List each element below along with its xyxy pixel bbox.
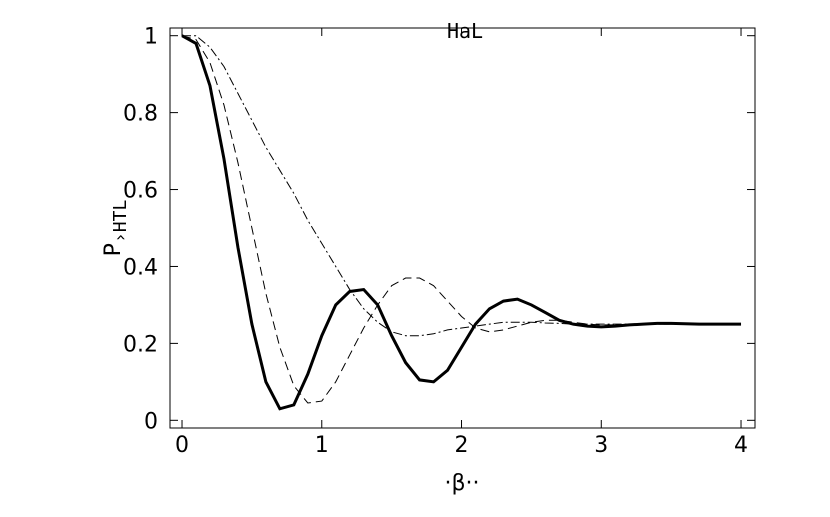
x-tick-label: 0	[175, 433, 189, 458]
y-tick-label: 0.8	[123, 102, 158, 127]
y-label-main: P	[101, 243, 126, 256]
x-axis-label: ·β··	[444, 471, 479, 496]
y-tick-label: 0.4	[123, 255, 158, 280]
y-tick-label: 0.2	[123, 332, 158, 357]
y-axis-label: P›HTL	[101, 200, 131, 257]
x-tick-label: 1	[315, 433, 329, 458]
y-label-sub: ›HTL	[110, 200, 131, 244]
y-tick-label: 0.6	[123, 179, 158, 204]
line-series	[182, 35, 742, 337]
chart-title: HaL	[447, 19, 483, 43]
y-tick-label: 0	[144, 409, 158, 434]
y-tick-label: 1	[144, 25, 158, 50]
line-series	[181, 34, 742, 411]
x-tick-label: 3	[594, 433, 608, 458]
x-tick-label: 2	[455, 433, 469, 458]
x-tick-label: 4	[734, 433, 748, 458]
plot-frame	[169, 27, 756, 429]
